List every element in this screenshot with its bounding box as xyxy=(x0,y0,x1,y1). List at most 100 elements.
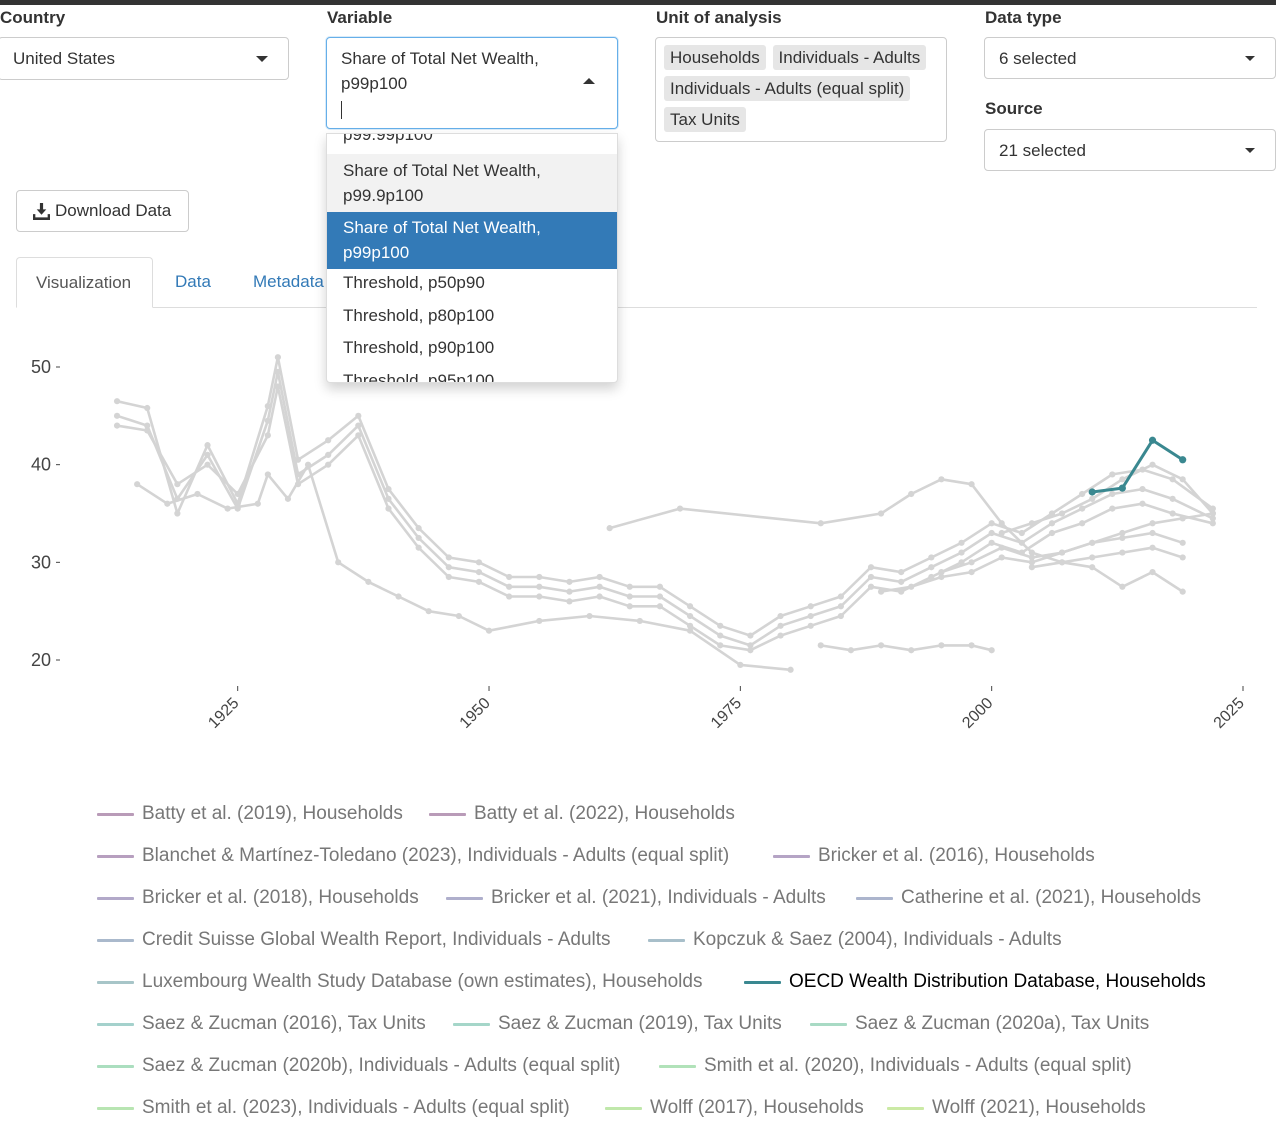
data-point xyxy=(1179,554,1186,561)
legend-label: Blanchet & Martínez-Toledano (2023), Ind… xyxy=(142,845,730,866)
legend-item[interactable]: Bricker et al. (2018), Households xyxy=(97,883,419,913)
legend-item[interactable]: Credit Suisse Global Wealth Report, Indi… xyxy=(97,925,611,955)
data-point xyxy=(415,534,422,542)
legend-item[interactable]: Batty et al. (2019), Households xyxy=(97,799,403,829)
legend-swatch xyxy=(810,1022,847,1026)
dropdown-option[interactable]: Threshold, p90p100 xyxy=(343,338,495,357)
legend-item[interactable]: OECD Wealth Distribution Database, House… xyxy=(744,967,1206,997)
dropdown-option-partial-top[interactable]: p99.99p100 xyxy=(343,133,433,144)
data-point xyxy=(877,510,885,517)
data-point xyxy=(908,647,915,654)
data-point xyxy=(304,461,312,468)
data-point xyxy=(1149,544,1156,551)
legend-item[interactable]: Smith et al. (2023), Individuals - Adult… xyxy=(97,1093,570,1123)
data-point xyxy=(747,642,754,649)
dropdown-option[interactable]: Share of Total Net Wealth, p99.9p100 xyxy=(327,154,617,212)
x-tick-label: 1950 xyxy=(457,695,494,732)
data-point xyxy=(1149,569,1156,576)
data-point xyxy=(837,593,844,600)
data-point xyxy=(1169,510,1176,517)
legend-swatch xyxy=(648,938,685,942)
legend-item[interactable]: Catherine et al. (2021), Households xyxy=(856,883,1201,913)
data-point xyxy=(1119,529,1126,537)
data-point xyxy=(475,569,483,576)
data-point xyxy=(1179,515,1186,522)
country-select[interactable]: United States xyxy=(0,37,289,80)
legend-item[interactable]: Wolff (2017), Households xyxy=(605,1093,864,1123)
data-point xyxy=(1169,495,1176,502)
legend-item[interactable]: Batty et al. (2022), Households xyxy=(429,799,735,829)
legend-item[interactable]: Saez & Zucman (2016), Tax Units xyxy=(97,1009,426,1039)
legend-item[interactable]: Wolff (2021), Households xyxy=(887,1093,1146,1123)
unit-chip[interactable]: Households xyxy=(664,45,766,70)
legend-label: Wolff (2017), Households xyxy=(650,1097,864,1118)
data-point xyxy=(264,432,271,439)
legend-swatch xyxy=(97,812,134,816)
y-tick-label: 40 xyxy=(31,455,51,475)
data-point xyxy=(1028,520,1035,527)
data-point xyxy=(686,622,694,629)
data-point xyxy=(1179,476,1186,483)
legend-swatch xyxy=(887,1106,924,1110)
unit-chip[interactable]: Individuals - Adults xyxy=(772,45,927,70)
data-point xyxy=(938,569,945,576)
data-point xyxy=(325,461,332,468)
data-point xyxy=(626,583,633,590)
data-point xyxy=(1079,520,1086,527)
legend-item[interactable]: Saez & Zucman (2020a), Tax Units xyxy=(810,1009,1149,1039)
legend-item[interactable]: Saez & Zucman (2020b), Individuals - Adu… xyxy=(97,1051,620,1081)
unit-label: Unit of analysis xyxy=(656,8,782,27)
data-point xyxy=(113,422,121,429)
data-point xyxy=(536,617,543,625)
legend-item[interactable]: Bricker et al. (2021), Individuals - Adu… xyxy=(446,883,826,913)
legend-item[interactable]: Smith et al. (2020), Individuals - Adult… xyxy=(659,1051,1132,1081)
variable-label: Variable xyxy=(327,8,393,27)
tab-metadata[interactable]: Metadata xyxy=(253,272,324,291)
dropdown-option-partial-bottom[interactable]: Threshold, p95p100 xyxy=(343,371,495,383)
legend-item[interactable]: Bricker et al. (2016), Households xyxy=(773,841,1095,871)
data-point xyxy=(325,437,332,444)
dropdown-option-selected[interactable]: Share of Total Net Wealth, p99p100 xyxy=(327,212,617,269)
unit-chip[interactable]: Tax Units xyxy=(664,107,746,132)
data-point xyxy=(1179,588,1186,595)
series-line xyxy=(136,463,791,672)
data-point xyxy=(1089,495,1096,502)
legend-swatch xyxy=(744,980,781,984)
data-point xyxy=(968,559,975,566)
legend-item[interactable]: Saez & Zucman (2019), Tax Units xyxy=(453,1009,782,1039)
y-tick-label: 20 xyxy=(31,650,51,670)
download-data-button[interactable]: Download Data xyxy=(16,190,189,232)
data-point xyxy=(596,593,603,600)
data-point xyxy=(1048,529,1056,537)
data-point-highlight xyxy=(1179,456,1187,464)
data-point xyxy=(1079,505,1086,512)
data-point xyxy=(1209,520,1216,527)
data-point xyxy=(717,622,724,629)
legend-item[interactable]: Blanchet & Martínez-Toledano (2023), Ind… xyxy=(97,841,729,871)
data-point xyxy=(415,525,422,532)
legend-swatch xyxy=(97,1106,134,1110)
legend-swatch xyxy=(605,1106,642,1110)
unit-multiselect[interactable]: Households Individuals - Adults Individu… xyxy=(655,37,947,142)
legend-label: Saez & Zucman (2019), Tax Units xyxy=(498,1013,782,1034)
variable-select[interactable]: Share of Total Net Wealth, p99p100 xyxy=(326,37,618,129)
series-line xyxy=(609,477,1184,593)
legend-item[interactable]: Luxembourg Wealth Study Database (own es… xyxy=(97,967,702,997)
data-point-highlight xyxy=(1118,484,1126,492)
legend-item[interactable]: Kopczuk & Saez (2004), Individuals - Adu… xyxy=(648,925,1062,955)
data-type-select[interactable]: 6 selected xyxy=(984,37,1276,79)
tab-data[interactable]: Data xyxy=(175,272,211,291)
data-point xyxy=(1209,515,1216,522)
chevron-down-icon xyxy=(1245,56,1255,61)
tab-visualization[interactable]: Visualization xyxy=(16,257,153,308)
variable-dropdown-menu[interactable]: p99.99p100 Share of Total Net Wealth, p9… xyxy=(326,133,618,383)
unit-chip[interactable]: Individuals - Adults (equal split) xyxy=(664,76,911,101)
text-cursor[interactable] xyxy=(341,101,342,119)
data-point xyxy=(204,451,211,458)
dropdown-option[interactable]: Threshold, p50p90 xyxy=(343,273,485,292)
data-point xyxy=(445,573,452,581)
dropdown-option[interactable]: Threshold, p80p100 xyxy=(343,306,495,325)
data-point xyxy=(1109,471,1116,478)
source-select[interactable]: 21 selected xyxy=(984,129,1276,171)
data-point xyxy=(988,520,995,527)
